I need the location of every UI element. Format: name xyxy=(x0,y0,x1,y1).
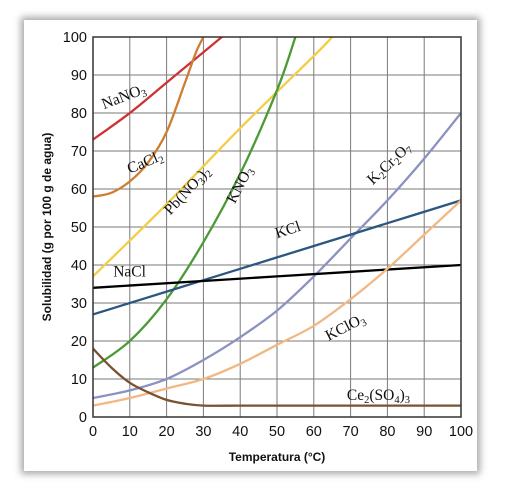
label-subscript: 2 xyxy=(364,395,369,406)
plot-border xyxy=(92,36,462,418)
label-part: NaCl xyxy=(113,263,146,280)
series-line-kclo xyxy=(93,199,461,407)
x-axis-title: Temperatura (°C) xyxy=(229,450,326,464)
y-tick-label: 10 xyxy=(71,372,87,388)
x-tick-label: 80 xyxy=(379,424,395,440)
y-tick-label: 50 xyxy=(71,220,87,236)
x-tick-label: 20 xyxy=(159,424,175,440)
series-line-pbno xyxy=(93,37,334,278)
x-tick-label: 50 xyxy=(269,424,285,440)
label-subscript: 3 xyxy=(405,395,410,406)
series-label-nacl: NaCl xyxy=(113,263,146,280)
x-tick-label: 40 xyxy=(232,424,248,440)
series-lines xyxy=(93,37,461,407)
y-tick-label: 20 xyxy=(71,334,87,350)
series-line-nano xyxy=(93,37,223,141)
series-line-kcl xyxy=(93,199,461,316)
series-line-kno xyxy=(93,37,297,369)
x-tick-label: 70 xyxy=(343,424,359,440)
x-tick-label: 0 xyxy=(89,424,97,440)
x-tick-label: 90 xyxy=(416,424,432,440)
label-part: (SO xyxy=(369,387,394,404)
label-subscript: 2 xyxy=(393,156,404,168)
label-subscript: 2 xyxy=(157,155,166,167)
series-line-nacl xyxy=(93,263,461,289)
label-subscript: 3 xyxy=(140,88,149,100)
series-line-k xyxy=(93,111,461,400)
x-tick-label: 30 xyxy=(195,424,211,440)
y-tick-label: 0 xyxy=(79,410,87,426)
label-subscript: 2 xyxy=(204,169,216,180)
label-subscript: 2 xyxy=(378,171,389,183)
series-label-k: K2Cr2O7 xyxy=(364,139,416,190)
series-line-ce xyxy=(93,347,461,407)
label-subscript: 3 xyxy=(197,176,209,187)
y-axis-title: Solubilidad (g por 100 g de agua) xyxy=(40,133,54,322)
x-tick-label: 60 xyxy=(306,424,322,440)
y-tick-label: 40 xyxy=(71,258,87,274)
series-label-ce: Ce2(SO4)3 xyxy=(347,387,410,406)
solubility-chart: 0 10 20 30 40 50 60 70 80 90 100 0 10 20 30 40 50 60 70 80 9… xyxy=(40,30,473,464)
y-tick-label: 70 xyxy=(71,144,87,160)
y-tick-label: 90 xyxy=(71,68,87,84)
label-part: ) xyxy=(400,387,405,404)
y-tick-label: 100 xyxy=(63,30,87,46)
label-subscript: 3 xyxy=(359,318,369,330)
y-tick-label: 60 xyxy=(71,182,87,198)
label-part: Ce xyxy=(347,387,364,404)
x-tick-label: 100 xyxy=(449,424,473,440)
y-tick-label: 80 xyxy=(71,106,87,122)
label-subscript: 4 xyxy=(394,395,400,406)
chart-frame: 0 10 20 30 40 50 60 70 80 90 100 0 10 20 30 40 50 60 70 80 9… xyxy=(24,20,477,471)
series-line-cacl xyxy=(93,37,205,198)
x-tick-label: 10 xyxy=(122,424,138,440)
y-tick-label: 30 xyxy=(71,296,87,312)
label-subscript: 7 xyxy=(405,145,416,157)
label-subscript: 3 xyxy=(246,168,258,178)
